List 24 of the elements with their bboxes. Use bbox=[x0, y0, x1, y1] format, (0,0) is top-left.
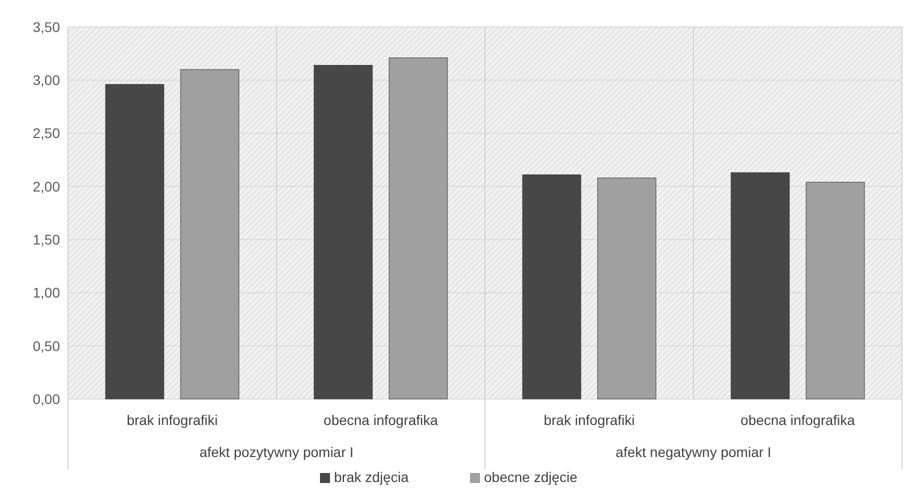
y-tick-label: 1,00 bbox=[32, 284, 60, 301]
y-tick-label: 0,00 bbox=[32, 390, 60, 407]
bar bbox=[388, 58, 448, 400]
bar bbox=[314, 65, 373, 400]
legend-label: brak zdjęcia bbox=[334, 469, 409, 485]
x-tick-label: brak infografiki bbox=[126, 412, 218, 428]
bar bbox=[806, 182, 865, 400]
bar bbox=[597, 178, 656, 400]
text: afekt pozytywny pomiar I bbox=[199, 444, 354, 460]
y-tick-label: 3,50 bbox=[32, 18, 60, 35]
y-tick-label: 0,50 bbox=[32, 338, 60, 354]
bar bbox=[522, 174, 582, 400]
x-tick-label: obecna infografika bbox=[324, 412, 438, 428]
bar bbox=[105, 84, 164, 400]
y-tick-label: 1,50 bbox=[32, 231, 60, 248]
x-tick-label: brak infografiki bbox=[544, 412, 635, 428]
legend-label: obecne zdjęcie bbox=[484, 469, 578, 485]
bar bbox=[180, 69, 240, 400]
text: afekt negatywny pomiar I bbox=[616, 444, 772, 460]
x-tick-label: obecna infografika bbox=[740, 412, 856, 428]
y-tick-label: 2,50 bbox=[32, 125, 60, 142]
y-tick-label: 2,00 bbox=[32, 178, 60, 194]
bar bbox=[730, 172, 790, 400]
y-tick-label: 3,00 bbox=[32, 72, 60, 88]
